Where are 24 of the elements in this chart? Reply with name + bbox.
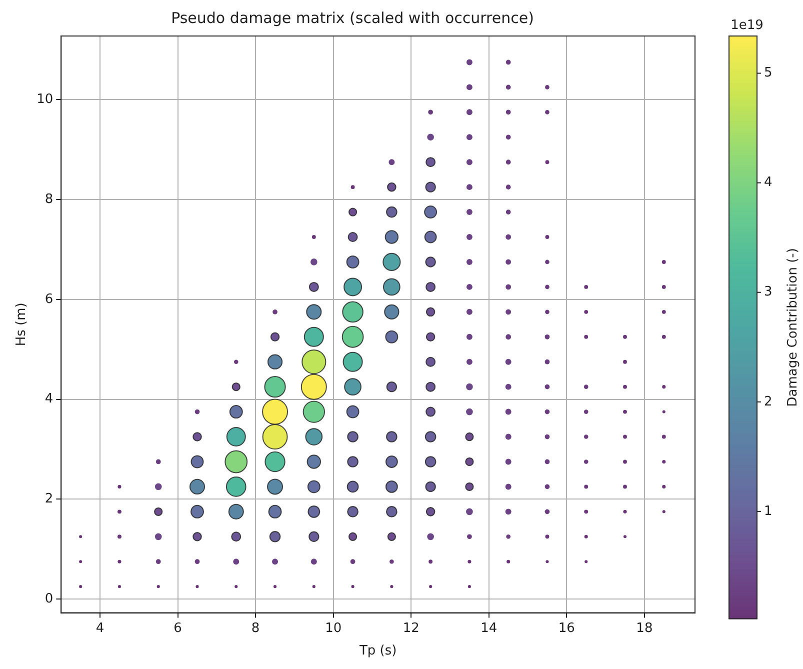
x-axis-title: Tp (s) bbox=[358, 644, 397, 659]
y-tick-label: 4 bbox=[44, 392, 54, 407]
y-tick-label: 10 bbox=[36, 92, 54, 108]
chart-title: Pseudo damage matrix (scaled with occurrence) bbox=[171, 8, 534, 27]
y-tick-label: 0 bbox=[44, 591, 54, 606]
x-tick-label: 12 bbox=[402, 620, 420, 636]
color-bar-label: 2 bbox=[764, 394, 772, 410]
x-tick-label: 8 bbox=[251, 620, 260, 636]
color-bar-label: 1 bbox=[764, 504, 772, 519]
x-tick-label: 10 bbox=[325, 620, 342, 636]
color-bar-label: 3 bbox=[764, 284, 772, 300]
color-bar-label: 4 bbox=[764, 175, 772, 190]
y-tick-label: 8 bbox=[44, 192, 54, 207]
x-tick-label: 6 bbox=[174, 620, 182, 636]
y-axis-title: Hs (m) bbox=[14, 302, 30, 346]
y-tick-label: 2 bbox=[44, 492, 54, 507]
x-tick-label: 16 bbox=[558, 620, 575, 636]
color-bar-title: Damage Contribution (-) bbox=[785, 248, 800, 407]
y-tick-label: 6 bbox=[44, 292, 54, 307]
x-tick-label: 18 bbox=[636, 620, 653, 636]
text: 1e19 bbox=[730, 18, 764, 33]
x-tick-label: 14 bbox=[480, 620, 498, 636]
x-tick-label: 4 bbox=[96, 620, 104, 636]
color-bar-label: 5 bbox=[764, 66, 772, 81]
